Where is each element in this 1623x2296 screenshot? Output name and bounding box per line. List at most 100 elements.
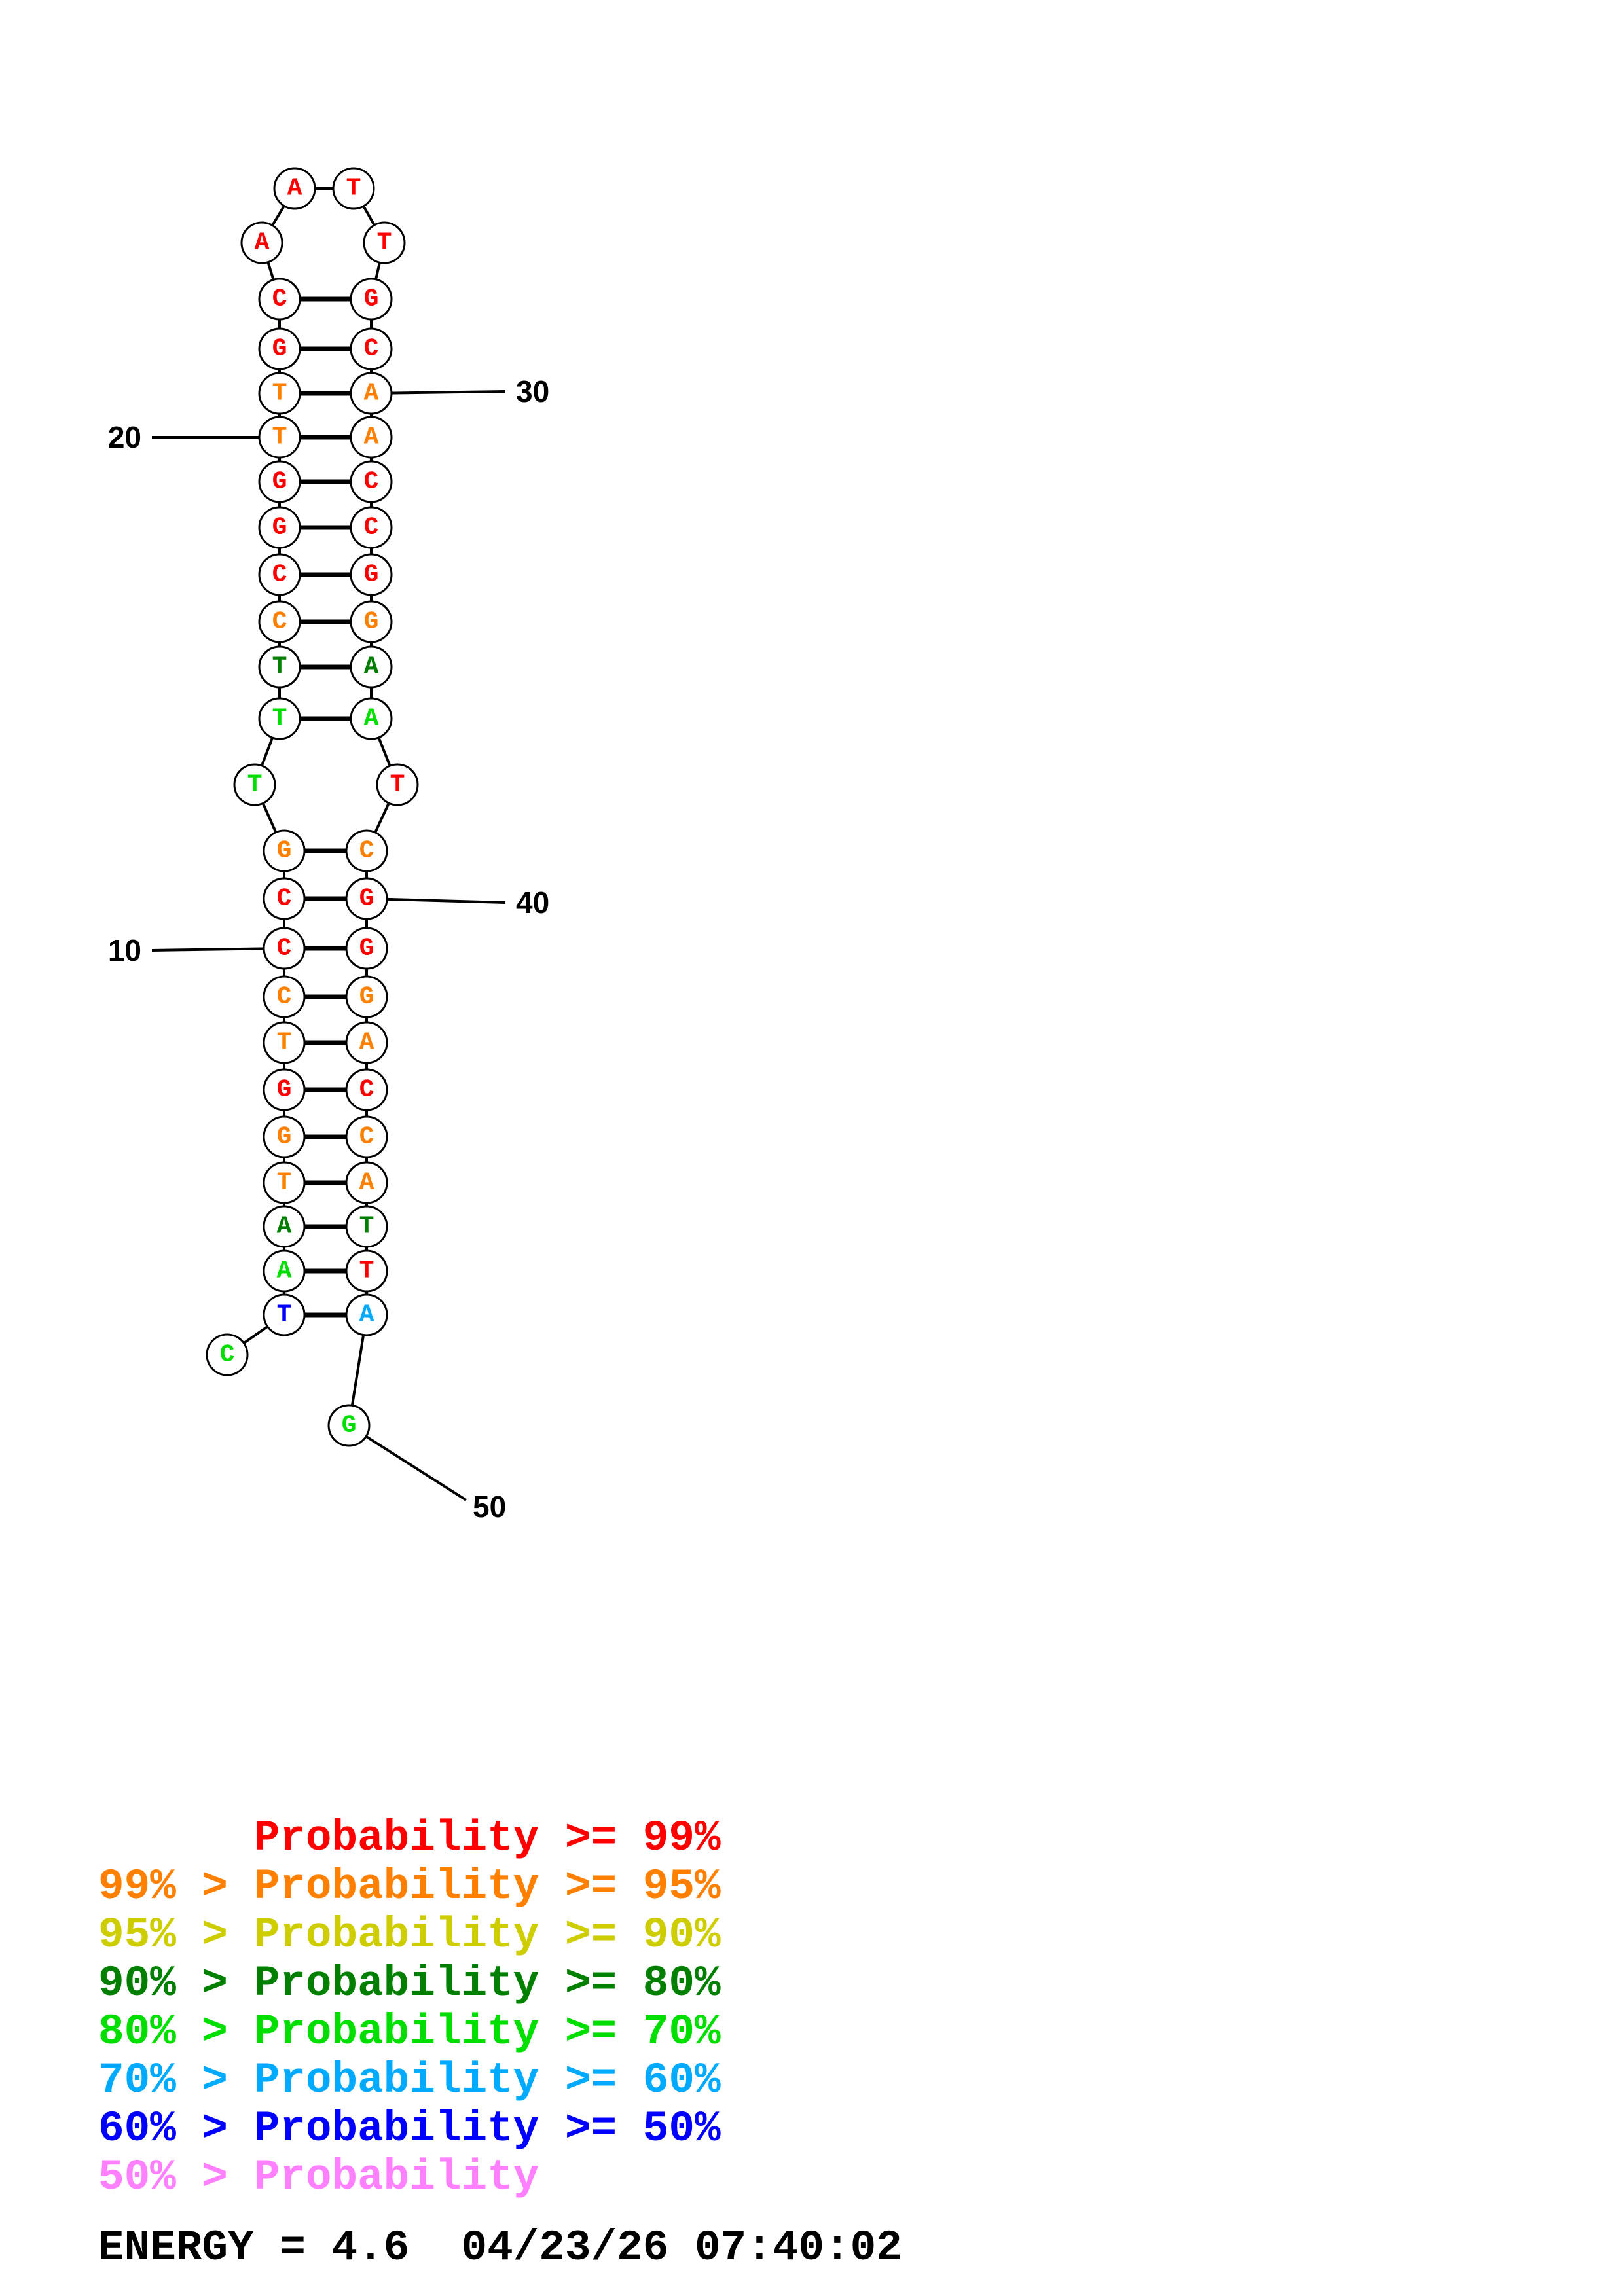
nucleotide-letter: C [364,468,379,496]
nucleotide-letter: G [364,561,379,589]
nucleotide-letter: A [287,175,302,203]
nucleotide-letter: T [346,175,361,203]
nucleotide-letter: G [364,608,379,636]
nucleotide-circle [273,167,316,210]
nucleotide-letter: G [364,285,379,314]
nucleotide-letter: A [277,1257,292,1285]
nucleotide-circle [350,553,393,596]
nucleotide-circle [345,1249,388,1293]
nucleotide-letter: C [272,285,287,314]
label-leader-line [348,1424,467,1501]
sequence-number-label: 40 [516,886,549,920]
nucleotide-letter: G [272,468,287,496]
nucleotide-circle [350,278,393,321]
legend-item: 95% > Probability >= 90% [98,1910,721,1960]
nucleotide-letter: A [364,380,379,408]
nucleotide-circle [263,877,306,920]
nucleotide-letter: C [364,335,379,363]
nucleotide-circle [345,927,388,970]
legend-item: 60% > Probability >= 50% [98,2104,721,2153]
energy-line: ENERGY = 4.6 04/23/26 07:40:02 [98,2223,902,2272]
nucleotide-letter: C [277,983,292,1011]
nucleotide-circle [258,278,301,321]
nucleotide-letter: G [277,837,292,865]
nucleotide-letter: C [277,935,292,963]
legend-item: 50% > Probability [98,2153,539,2202]
nucleotide-circle [263,1161,306,1204]
nucleotide-circle [363,221,406,264]
legend-item: 80% > Probability >= 70% [98,2007,721,2056]
nucleotide-circle [258,553,301,596]
nucleotide-letter: A [255,229,270,257]
nucleotide-circle [258,697,301,740]
nucleotide-circle [345,975,388,1018]
nucleotide-circle [345,829,388,872]
sequence-number-label: 10 [108,933,141,967]
nucleotide-letter: G [277,1076,292,1104]
nucleotide-letter: T [277,1301,292,1329]
nucleotide-letter: T [359,1257,374,1285]
nucleotide-circle [345,1293,388,1336]
nucleotide-circle [258,327,301,370]
nucleotide-circle [240,221,283,264]
nucleotide-circle [258,460,301,503]
nucleotide-circle [345,1068,388,1111]
nucleotide-letter: G [342,1412,357,1440]
nucleotide-circle [263,829,306,872]
nucleotide-letter: T [277,1169,292,1197]
nucleotide-letter: G [359,935,374,963]
label-leader-line [366,897,506,904]
nucleotide-circle [263,1021,306,1064]
nucleotide-letter: C [364,514,379,542]
nucleotide-circle [258,416,301,459]
nucleotide-circle [350,600,393,643]
nucleotide-circle [332,167,375,210]
nucleotide-letter: T [272,423,287,452]
nucleotide-circle [263,1293,306,1336]
nucleotide-letter: G [359,885,374,913]
nucleotide-letter: G [359,983,374,1011]
sequence-number-label: 30 [516,374,549,408]
legend-item: 70% > Probability >= 60% [98,2056,721,2105]
legend-item: Probability >= 99% [98,1814,721,1863]
label-leader-line [371,390,506,395]
nucleotide-letter: T [247,771,263,799]
sequence-number-label: 50 [473,1490,506,1524]
nucleotide-letter: T [359,1213,374,1241]
legend-item: 90% > Probability >= 80% [98,1959,721,2008]
nucleotide-letter: C [359,1076,374,1104]
nucleotide-letter: A [277,1213,292,1241]
nucleotide-letter: C [272,561,287,589]
nucleotide-letter: A [359,1029,374,1057]
nucleotide-letter: T [377,229,392,257]
nucleotide-circle [258,372,301,415]
nucleotide-circle [345,1115,388,1158]
nucleotide-letter: A [359,1169,374,1197]
sequence-number-label: 20 [108,420,141,454]
nucleotide-circle [206,1333,249,1376]
nucleotide-letter: T [272,705,287,733]
nucleotide-letter: C [277,885,292,913]
nucleotide-letter: A [359,1301,374,1329]
nucleotide-circle [258,645,301,689]
nucleotide-circle [233,763,276,806]
nucleotide-circle [350,506,393,549]
legend-item: 99% > Probability >= 95% [98,1862,721,1911]
label-leader-line [151,947,285,952]
nucleotide-circle [350,645,393,689]
nucleotide-letter: T [272,380,287,408]
probability-legend: Probability >= 99% 99% > Probability >= 9… [98,1814,721,2202]
nucleotide-circle [350,460,393,503]
nucleotide-letter: A [364,653,379,681]
nucleotide-letter: A [364,423,379,452]
nucleotide-letter: T [272,653,287,681]
nucleotide-circle [376,763,419,806]
nucleotide-circle [345,1021,388,1064]
nucleotide-circle [258,600,301,643]
nucleotide-circle [345,1161,388,1204]
nucleotide-letter: T [390,771,405,799]
nucleotide-circle [350,697,393,740]
nucleotide-letter: T [277,1029,292,1057]
